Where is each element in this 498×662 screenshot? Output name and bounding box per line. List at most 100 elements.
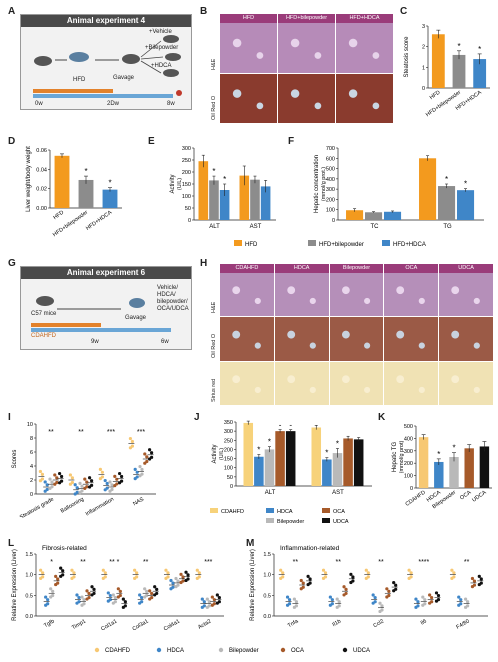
- liver-weight-chart: 0.00 0.02 0.04 0.06 Liver weight/body weight…: [26, 146, 122, 238]
- significance-mark: *: [223, 175, 226, 184]
- micrograph-sirius-red-bilepowder: [329, 361, 384, 405]
- point-acta2-oca: [210, 595, 214, 599]
- histo-col-oca: OCA: [384, 264, 439, 273]
- panel-label-j: J: [194, 412, 200, 423]
- histo-col-hdca: HDCA: [274, 264, 329, 273]
- point-acta2-hdca: [202, 604, 206, 608]
- y-tick-label: 300: [326, 187, 335, 193]
- gavage-label: Gavage: [113, 75, 135, 81]
- point-f4-80-bilepowder: [466, 600, 470, 604]
- panel-label-f: F: [288, 136, 295, 147]
- point-timp1-hdca: [77, 600, 81, 604]
- y-tick-label: 1.5: [263, 552, 271, 558]
- point-tnfa-oca: [301, 585, 305, 589]
- point-acta2-udca: [217, 596, 221, 600]
- point-ccl2-udca: [394, 587, 398, 591]
- point-ballooning-udca: [88, 476, 92, 480]
- x-tick-label: Inflammation: [85, 497, 115, 518]
- bar-tg-hfd-bilepowder: [438, 186, 456, 220]
- point-tnfa-hdca: [287, 598, 292, 602]
- point-f4-80-udca: [479, 581, 483, 585]
- legend-label-oca: OCA: [333, 509, 345, 515]
- x-tick-label: Acta2: [197, 619, 212, 631]
- point-steatosis-grade-bilepowder: [48, 477, 52, 481]
- point-acta2-bilepowder: [207, 600, 211, 604]
- legend-label-bilepowder: Bilepowder: [229, 648, 259, 654]
- point-col4a1-hdca: [169, 578, 173, 583]
- point-tnfa-bilepowder: [294, 604, 298, 608]
- y-axis-label: Hepatic concentration: [314, 155, 320, 213]
- y-tick-label: 200: [182, 170, 191, 176]
- point-inflammation-hdca: [105, 486, 109, 490]
- experiment-4-title: Animal experiment 4: [21, 15, 191, 27]
- point-col3a1-hdca: [140, 600, 144, 604]
- histology-scores-chart: 0 2 4 6 8 10 Scores ** Steatosis grade ** Ballooni…: [12, 422, 156, 518]
- inflammation-expression-chart: 0.0 0.5 1.0 1.5 Relative Expression (Liver) I…: [250, 545, 488, 631]
- legend-label-oca: OCA: [291, 648, 304, 654]
- histo-row-h-e: H&E: [211, 302, 217, 314]
- x-tick-label: HFD: [52, 210, 65, 221]
- panel-label-e: E: [148, 136, 155, 147]
- point-il6-oca: [428, 593, 432, 597]
- y-tick-label: 0: [332, 218, 335, 224]
- point-timp1-hdca: [77, 596, 81, 600]
- bar-ast-hfd: [239, 175, 250, 220]
- point-tgfb-udca: [61, 573, 65, 577]
- y-tick-label: 1: [422, 65, 425, 71]
- point-tgfb-oca: [56, 577, 60, 581]
- significance-mark: *: [437, 450, 440, 459]
- bar-alt-hfd-hdca: [219, 190, 230, 220]
- significance-mark: **: [378, 559, 384, 566]
- point-ccl2-bilepowder: [378, 601, 382, 605]
- legend-label-hdca: HDCA: [277, 509, 293, 515]
- micrograph-h-e-bilepowder: [329, 273, 384, 317]
- x-tick-label: TG: [443, 224, 452, 230]
- point-timp1-udca: [92, 587, 96, 591]
- y-tick-label: 100: [404, 474, 413, 480]
- point-timp1-cdahfd: [72, 571, 76, 575]
- point-il6-cdahfd: [407, 568, 411, 572]
- chart-title: Inflammation-related: [280, 545, 340, 552]
- legend-swatch-hfd-bilepowder: [308, 240, 316, 246]
- bar-oca: [464, 448, 474, 488]
- hdca-label: +HDCA: [151, 63, 172, 69]
- significance-mark: *: [108, 179, 111, 188]
- point-col4a1-bilepowder: [176, 579, 180, 583]
- point-col3a1-hdca: [140, 596, 144, 600]
- point-tnfa-hdca: [287, 602, 292, 606]
- significance-mark: *: [268, 438, 271, 447]
- point-il6-bilepowder: [421, 595, 425, 599]
- point-timp1-bilepowder: [82, 598, 86, 602]
- point-f4-80-hdca: [459, 598, 463, 602]
- point-inflammation-bilepowder: [110, 483, 114, 487]
- point-inflammation-oca: [115, 477, 119, 481]
- legend-swatch-udca: [322, 518, 330, 523]
- point-il6-oca: [430, 596, 434, 600]
- y-tick-label: 0.00: [36, 206, 47, 212]
- histo-col-hfd-bilepowder: HFD+bilepowder: [278, 14, 335, 23]
- point-col4a1-udca: [186, 577, 190, 581]
- bar-tg-hfd-hdca: [456, 190, 475, 220]
- micrograph-sirius-red-hdca: [274, 361, 329, 405]
- significance-mark: *: [478, 45, 481, 54]
- point-timp1-udca: [90, 585, 94, 589]
- y-axis-unit: (U/L): [177, 178, 183, 190]
- y-tick-label: 400: [404, 436, 413, 442]
- bar-alt-hfd-bilepowder: [209, 180, 219, 220]
- point-tgfb-udca: [59, 566, 63, 570]
- micrograph-h-e-hfd-hdca: [336, 23, 393, 73]
- histo-col-bilepowder: Bilepowder: [329, 264, 384, 273]
- point-col3a1-bilepowder: [143, 587, 147, 591]
- micrograph-oil-red-o-hfd-bilepowder: [278, 73, 335, 123]
- point-il6-bilepowder: [423, 602, 427, 606]
- significance-mark: ** *: [109, 559, 119, 566]
- bar-alt-oca: [275, 431, 285, 486]
- gavage-label-6: Gavage: [125, 315, 147, 321]
- experiment-6-title: Animal experiment 6: [21, 267, 191, 279]
- y-axis-label: Activity: [212, 444, 218, 463]
- point-steatosis-grade-udca: [58, 471, 62, 476]
- y-axis-label: Relative Expression (Liver): [250, 549, 256, 621]
- bar-hfd-hdca: [102, 189, 118, 208]
- significance-mark: ***: [107, 429, 115, 436]
- bar-ast-oca: [343, 438, 353, 486]
